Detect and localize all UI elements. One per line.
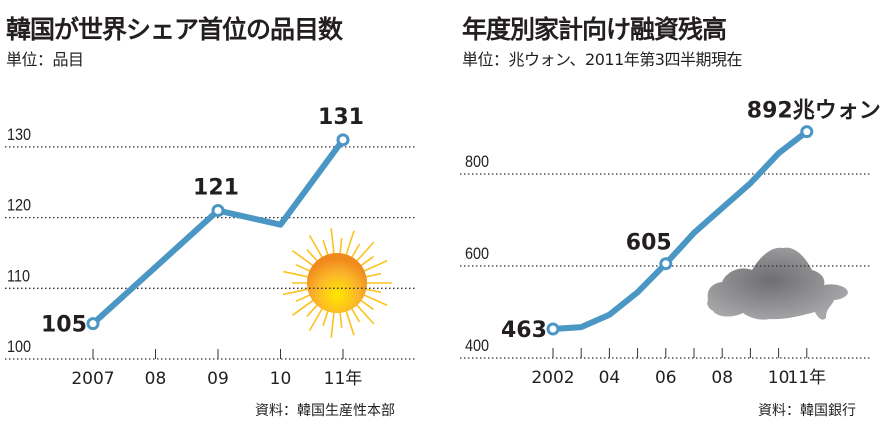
data-point	[86, 317, 100, 331]
sun-ray	[292, 298, 315, 316]
sun-ray	[308, 234, 324, 260]
y-tick-label: 130	[7, 126, 31, 144]
sun-ray	[344, 230, 355, 257]
data-label: 121	[193, 176, 239, 201]
sun-ray	[359, 255, 374, 268]
data-label: 892兆ウォン	[747, 99, 880, 124]
sun-ray	[364, 288, 382, 294]
sun-ray	[364, 272, 382, 278]
data-point	[211, 204, 225, 218]
y-tick-label: 120	[7, 197, 31, 215]
data-point	[336, 133, 350, 147]
y-tick-label: 400	[465, 337, 489, 355]
sun-ray	[292, 250, 315, 268]
sun-ray	[355, 303, 375, 325]
sun-ray	[322, 309, 330, 327]
sun-ray	[308, 306, 324, 332]
data-point	[800, 125, 814, 139]
sun-ray	[330, 228, 335, 256]
series-line	[90, 138, 346, 326]
sun-ray	[339, 310, 343, 328]
data-label: 605	[626, 231, 672, 256]
sun-ray	[350, 306, 361, 323]
data-label: 105	[41, 313, 87, 338]
y-tick-label: 800	[465, 153, 489, 171]
y-tick-label: 600	[465, 245, 489, 263]
x-tick-label: 10	[768, 368, 790, 388]
data-point	[546, 322, 560, 336]
cloud-icon	[707, 247, 848, 320]
x-tick-label: 2007	[71, 369, 114, 389]
sun-ray	[362, 293, 388, 307]
sun-ray	[359, 298, 374, 311]
sun-ray	[306, 303, 319, 317]
x-tick-label: 09	[207, 369, 229, 389]
right-chart-subtitle: 単位：兆ウォン、2011年第3四半期現在	[462, 50, 742, 69]
sun-ray	[322, 239, 330, 257]
right-chart-source: 資料：韓国銀行	[758, 403, 856, 419]
sun-ray	[283, 270, 310, 278]
sun-ray	[339, 238, 343, 256]
data-point	[659, 257, 673, 271]
x-tick-label: 08	[711, 368, 733, 388]
x-tick-label: 10	[270, 369, 292, 389]
sun-ray	[295, 263, 312, 273]
x-tick-label: 2002	[531, 368, 574, 388]
sun-ray	[344, 309, 355, 336]
left-chart-source: 資料：韓国生産性本部	[255, 403, 395, 419]
sun-ray	[355, 241, 375, 263]
x-tick-label: 08	[145, 369, 167, 389]
y-tick-label: 100	[7, 338, 31, 356]
sun-disc	[307, 253, 367, 313]
sun-ray	[283, 288, 310, 296]
sun-ray	[306, 249, 319, 263]
sun-icon	[283, 228, 392, 338]
sun-ray	[362, 259, 388, 273]
left-chart-title: 韓国が世界シェア首位の品目数	[6, 15, 343, 44]
x-tick-label: 11年	[324, 369, 363, 389]
data-label: 463	[501, 318, 547, 343]
left-chart-subtitle: 単位：品目	[6, 50, 84, 69]
x-tick-label: 06	[655, 368, 677, 388]
sun-ray	[350, 243, 361, 260]
sun-ray	[295, 293, 312, 303]
sun-ray	[330, 310, 335, 338]
right-chart-title: 年度別家計向け融資残高	[462, 15, 727, 44]
x-tick-label: 04	[599, 368, 621, 388]
data-label: 131	[318, 105, 364, 130]
chart-0: 100 110 120 130 2007 08 09 10 11年 105 121 131	[5, 105, 416, 389]
y-tick-label: 110	[7, 267, 30, 285]
series-line	[552, 129, 809, 333]
x-tick-label: 11年	[787, 368, 826, 388]
